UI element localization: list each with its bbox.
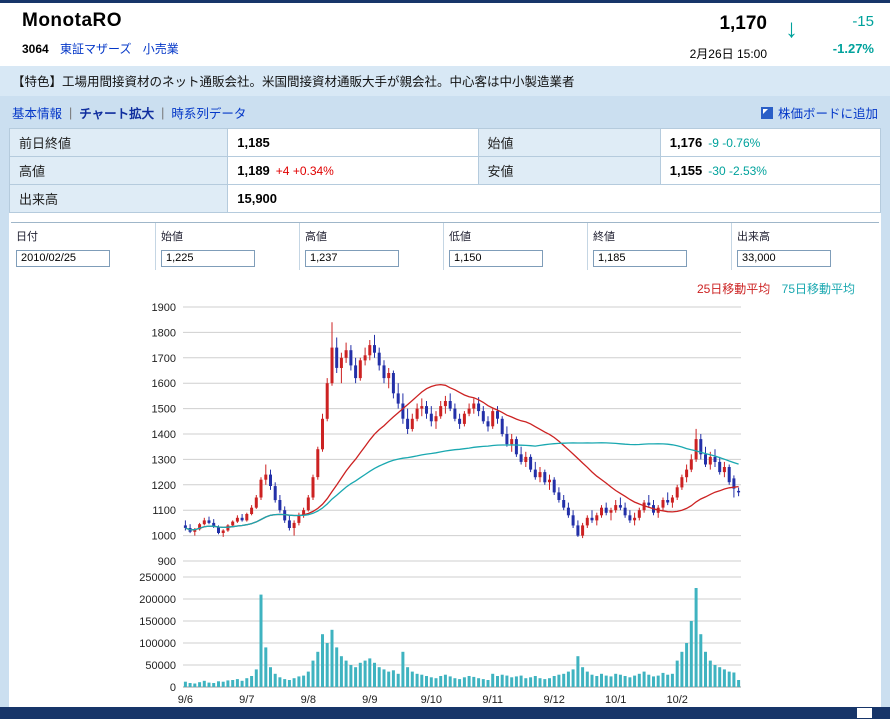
top-border [0, 0, 890, 3]
price-change: -15 [852, 13, 874, 30]
high-value: 1,189 +4 +0.34% [227, 156, 479, 185]
entry-col-low: 低値 [443, 223, 587, 270]
market-link[interactable]: 東証マザーズ [60, 42, 132, 56]
open-label: 始値 [477, 128, 661, 157]
ma-legend: 25日移動平均 75日移動平均 [9, 270, 881, 297]
price-volume-chart: 900 1000 1100 1200 1300 1400 1500 1600 1700 1800 1… [9, 297, 881, 708]
entry-low-label: 低値 [449, 231, 471, 243]
svg-text:1000: 1000 [152, 530, 176, 542]
svg-text:200000: 200000 [139, 594, 176, 606]
tab-basic-info[interactable]: 基本情報 [12, 107, 63, 121]
entry-volume-label: 出来高 [737, 231, 770, 243]
stock-code: 3064 [22, 42, 49, 56]
svg-text:900: 900 [158, 556, 176, 568]
price-change-percent: -1.27% [832, 41, 874, 56]
svg-text:1700: 1700 [152, 352, 176, 364]
svg-text:10/2: 10/2 [666, 694, 687, 706]
table-row: 出来高 15,900 [9, 184, 881, 213]
table-row: 高値 1,189 +4 +0.34% 安値 1,155 -30 -2.53% [9, 156, 881, 185]
tab-separator: | [69, 105, 73, 120]
quote-header: MonotaRO 3064 東証マザーズ 小売業 1,170 2月26日 15:… [0, 3, 890, 66]
low-label: 安値 [477, 156, 661, 185]
svg-text:9/6: 9/6 [178, 694, 193, 706]
svg-text:250000: 250000 [139, 572, 176, 584]
svg-text:9/7: 9/7 [239, 694, 254, 706]
entry-col-date: 日付 [11, 223, 155, 270]
svg-text:1500: 1500 [152, 403, 176, 415]
legend-ma25: 25日移動平均 [696, 281, 771, 296]
open-change: -9 -0.76% [708, 136, 761, 150]
quote-summary-table: 前日終値 1,185 始値 1,176 -9 -0.76% 高値 1,189 +4 … [9, 128, 881, 213]
entry-open-label: 始値 [161, 231, 183, 243]
svg-text:1300: 1300 [152, 454, 176, 466]
high-change: +4 +0.34% [275, 164, 334, 178]
svg-text:1900: 1900 [152, 302, 176, 314]
tab-chart-expand[interactable]: チャート拡大 [79, 107, 155, 121]
svg-text:1100: 1100 [152, 505, 176, 517]
volume-value: 15,900 [227, 184, 881, 213]
price-block: 1,170 2月26日 15:00 ↓ -15 -1.27% [690, 10, 874, 62]
low-change: -30 -2.53% [708, 164, 767, 178]
entry-date-input[interactable] [16, 249, 110, 267]
company-name: MonotaRO [22, 10, 123, 31]
entry-col-open: 始値 [155, 223, 299, 270]
svg-text:100000: 100000 [139, 638, 176, 650]
scrollbar-corner [857, 708, 872, 718]
svg-text:150000: 150000 [139, 616, 176, 628]
entry-low-input[interactable] [449, 249, 543, 267]
legend-ma75: 75日移動平均 [781, 281, 855, 296]
board-icon [760, 106, 773, 119]
entry-high-input[interactable] [305, 249, 399, 267]
table-row: 前日終値 1,185 始値 1,176 -9 -0.76% [9, 128, 881, 157]
add-to-board-link[interactable]: 株価ボードに追加 [760, 103, 878, 122]
svg-text:50000: 50000 [145, 660, 176, 672]
low-price: 1,155 [669, 163, 703, 178]
bottom-bar [0, 707, 890, 719]
entry-open-input[interactable] [161, 249, 255, 267]
company-sub-row: 3064 東証マザーズ 小売業 [22, 40, 187, 57]
add-to-board-label: 株価ボードに追加 [777, 107, 878, 121]
entry-col-close: 終値 [587, 223, 731, 270]
entry-high-label: 高値 [305, 231, 327, 243]
open-price: 1,176 [669, 135, 703, 150]
svg-text:9/9: 9/9 [362, 694, 377, 706]
open-value: 1,176 -9 -0.76% [659, 128, 881, 157]
tab-separator: | [161, 105, 165, 120]
svg-text:10/1: 10/1 [605, 694, 626, 706]
down-arrow-icon: ↓ [785, 13, 798, 43]
svg-text:1800: 1800 [152, 327, 176, 339]
svg-text:0: 0 [170, 682, 176, 694]
svg-text:1200: 1200 [152, 479, 176, 491]
content-panel: 前日終値 1,185 始値 1,176 -9 -0.76% 高値 1,189 +4 … [9, 128, 881, 707]
ohlcv-entry-row: 日付 始値 高値 低値 終値 出来高 [11, 222, 879, 270]
entry-date-label: 日付 [16, 231, 38, 243]
svg-text:9/8: 9/8 [301, 694, 316, 706]
entry-close-input[interactable] [593, 249, 687, 267]
high-label: 高値 [9, 156, 229, 185]
high-price: 1,189 [237, 163, 270, 178]
volume-label: 出来高 [9, 184, 229, 213]
quote-datetime: 2月26日 15:00 [689, 47, 767, 61]
svg-text:9/10: 9/10 [421, 694, 442, 706]
entry-col-high: 高値 [299, 223, 443, 270]
svg-text:1600: 1600 [152, 378, 176, 390]
entry-col-volume: 出来高 [731, 223, 875, 270]
svg-text:9/11: 9/11 [482, 694, 503, 706]
low-value: 1,155 -30 -2.53% [659, 156, 881, 185]
entry-close-label: 終値 [593, 231, 615, 243]
current-price: 1,170 [719, 13, 767, 34]
prev-close-label: 前日終値 [9, 128, 229, 157]
svg-text:1400: 1400 [152, 429, 176, 441]
prev-close-value: 1,185 [227, 128, 479, 157]
entry-volume-input[interactable] [737, 249, 831, 267]
company-feature-text: 【特色】工場用間接資材のネット通販会社。米国間接資材通販大手が親会社。中心客は中… [0, 66, 890, 96]
svg-text:9/12: 9/12 [543, 694, 564, 706]
industry-link[interactable]: 小売業 [142, 42, 179, 56]
tab-bar: 基本情報 | チャート拡大 | 時系列データ 株価ボードに追加 [0, 96, 890, 128]
company-block: MonotaRO 3064 東証マザーズ 小売業 [22, 10, 187, 62]
tab-timeseries[interactable]: 時系列データ [171, 107, 247, 121]
